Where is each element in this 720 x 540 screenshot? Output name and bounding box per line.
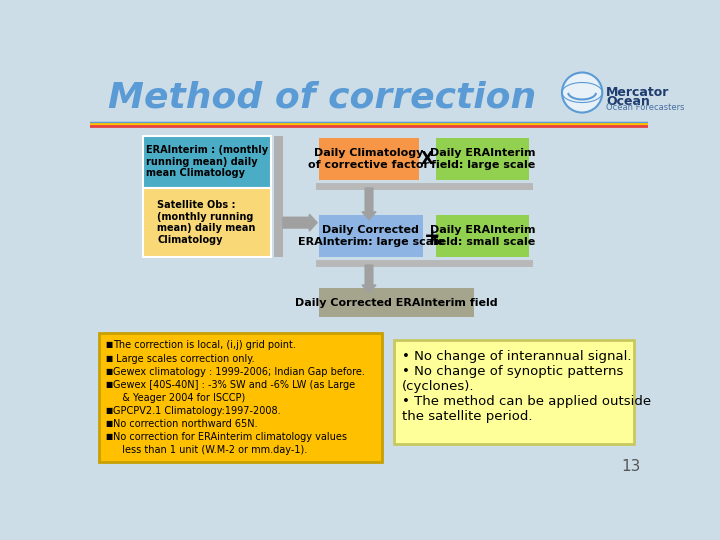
Text: Daily ERAInterim
field: small scale: Daily ERAInterim field: small scale [430,225,536,247]
FancyArrow shape [362,188,376,220]
Text: Method of correction: Method of correction [109,80,536,114]
Text: The correction is local, (i,j) grid point.: The correction is local, (i,j) grid poin… [113,340,296,350]
Text: ■: ■ [106,354,113,362]
Circle shape [562,72,602,112]
FancyBboxPatch shape [99,333,382,462]
Text: ■: ■ [106,367,113,376]
Text: 13: 13 [621,460,640,475]
Text: Daily Corrected
ERAInterim: large scale: Daily Corrected ERAInterim: large scale [297,225,444,247]
FancyArrow shape [362,265,376,293]
Text: Ocean Forecasters: Ocean Forecasters [606,103,685,112]
FancyBboxPatch shape [436,215,529,257]
Text: No correction northward 65N.: No correction northward 65N. [113,419,258,429]
FancyBboxPatch shape [143,136,271,188]
Text: ■: ■ [106,419,113,428]
Text: Daily ERAInterim
field: large scale: Daily ERAInterim field: large scale [430,148,536,170]
FancyBboxPatch shape [274,136,283,257]
Text: +: + [424,227,441,246]
Text: ■: ■ [106,406,113,415]
Text: ■: ■ [106,432,113,441]
FancyBboxPatch shape [90,65,648,481]
Text: less than 1 unit (W.M-2 or mm.day-1).: less than 1 unit (W.M-2 or mm.day-1). [117,445,307,455]
Text: Ocean: Ocean [606,95,650,108]
Text: Daily Climatology
of corrective factor: Daily Climatology of corrective factor [308,148,430,170]
Text: Daily Corrected ERAInterim field: Daily Corrected ERAInterim field [294,298,498,308]
FancyBboxPatch shape [436,138,529,180]
Text: GPCPV2.1 Climatology:1997-2008.: GPCPV2.1 Climatology:1997-2008. [113,406,281,416]
Text: X: X [420,150,433,168]
FancyArrow shape [283,214,317,231]
Text: Gewex [40S-40N] : -3% SW and -6% LW (as Large: Gewex [40S-40N] : -3% SW and -6% LW (as … [113,380,356,390]
FancyBboxPatch shape [319,138,419,180]
Text: ■: ■ [106,340,113,349]
Text: ERAInterim : (monthly
running mean) daily
mean Climatology: ERAInterim : (monthly running mean) dail… [145,145,268,178]
Text: No correction for ERAinterim climatology values: No correction for ERAinterim climatology… [113,432,347,442]
Text: Gewex climatology : 1999-2006; Indian Gap before.: Gewex climatology : 1999-2006; Indian Ga… [113,367,365,376]
Text: Large scales correction only.: Large scales correction only. [113,354,255,363]
FancyBboxPatch shape [143,188,271,257]
Text: & Yeager 2004 for ISCCP): & Yeager 2004 for ISCCP) [117,393,246,403]
FancyBboxPatch shape [319,215,423,257]
Text: ■: ■ [106,380,113,389]
Text: • No change of interannual signal.
• No change of synoptic patterns
(cyclones).
: • No change of interannual signal. • No … [402,350,651,423]
FancyBboxPatch shape [319,288,474,318]
FancyBboxPatch shape [394,340,634,444]
Text: Satellite Obs :
(monthly running
mean) daily mean
Climatology: Satellite Obs : (monthly running mean) d… [158,200,256,245]
Text: Mercator: Mercator [606,86,670,99]
